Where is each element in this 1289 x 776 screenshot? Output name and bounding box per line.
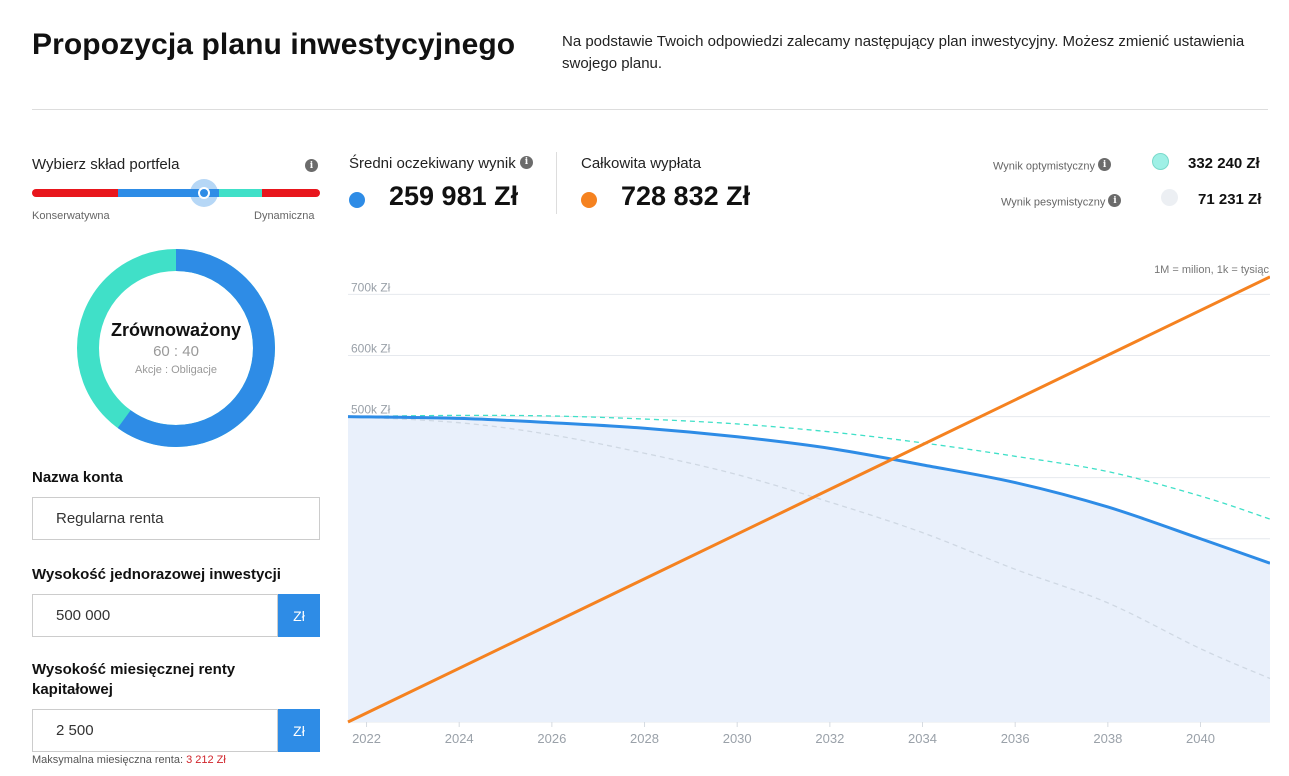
page-title: Propozycja planu inwestycyjnego bbox=[32, 28, 516, 61]
optimistic-dot bbox=[1152, 153, 1169, 170]
max-monthly-value: 3 212 Zł bbox=[186, 754, 226, 766]
total-payout-dot bbox=[581, 192, 597, 208]
allocation-donut-chart bbox=[77, 249, 275, 447]
x-tick-label: 2022 bbox=[352, 731, 381, 746]
portfolio-ratio: 60 : 40 bbox=[153, 343, 199, 360]
pessimistic-label: Wynik pesymistyczny i bbox=[1001, 194, 1122, 209]
portfolio-slider-track[interactable] bbox=[32, 189, 320, 197]
optimistic-value: 332 240 Zł bbox=[1188, 155, 1260, 172]
average-result-dot bbox=[349, 192, 365, 208]
y-tick-label: 600k Zł bbox=[351, 342, 391, 356]
stats-divider bbox=[556, 152, 557, 214]
slider-max-label: Dynamiczna bbox=[254, 210, 315, 222]
monthly-annuity-input[interactable]: 2 500 bbox=[32, 709, 278, 752]
account-name-label: Nazwa konta bbox=[32, 469, 123, 486]
average-line bbox=[347, 415, 1270, 565]
info-icon[interactable]: i bbox=[1108, 194, 1122, 207]
x-tick-label: 2036 bbox=[1001, 731, 1030, 746]
slider-segment-growth bbox=[219, 189, 263, 197]
slider-min-label: Konserwatywna bbox=[32, 210, 110, 222]
projection-chart: 100k Zł200k Zł300k Zł400k Zł500k Zł600k … bbox=[347, 275, 1270, 746]
lump-sum-input[interactable]: 500 000 bbox=[32, 594, 278, 637]
x-tick-label: 2038 bbox=[1093, 731, 1122, 746]
portfolio-ratio-caption: Akcje : Obligacje bbox=[135, 364, 217, 376]
pessimistic-line bbox=[347, 415, 1270, 680]
y-tick-label: 700k Zł bbox=[351, 280, 391, 294]
lump-sum-label: Wysokość jednorazowej inwestycji bbox=[32, 566, 281, 583]
donut-center: Zrównoważony 60 : 40 Akcje : Obligacje bbox=[76, 248, 276, 448]
x-tick-label: 2030 bbox=[723, 731, 752, 746]
average-area bbox=[348, 416, 1270, 722]
monthly-currency-button[interactable]: Zł bbox=[278, 709, 320, 752]
max-monthly-label: Maksymalna miesięczna renta: bbox=[32, 754, 184, 766]
x-tick-label: 2032 bbox=[815, 731, 844, 746]
lump-sum-currency-button[interactable]: Zł bbox=[278, 594, 320, 637]
portfolio-name: Zrównoważony bbox=[111, 320, 241, 340]
x-tick-label: 2024 bbox=[445, 731, 474, 746]
total-payout-value: 728 832 Zł bbox=[621, 181, 751, 211]
total-payout-line bbox=[347, 275, 1270, 724]
donut-stocks-arc bbox=[77, 249, 275, 447]
x-tick-label: 2040 bbox=[1186, 731, 1215, 746]
chart-unit-note: 1M = milion, 1k = tysiąc bbox=[1154, 264, 1269, 276]
total-payout-label: Całkowita wypłata bbox=[581, 155, 702, 172]
header-divider bbox=[32, 109, 1268, 110]
page-description: Na podstawie Twoich odpowiedzi zalecamy … bbox=[562, 33, 1245, 72]
average-result-label: Średni oczekiwany wynik i bbox=[349, 155, 533, 172]
info-icon[interactable]: i bbox=[305, 159, 318, 172]
portfolio-label: Wybierz skład portfela bbox=[32, 156, 180, 173]
slider-segment-dynamic bbox=[262, 189, 320, 197]
x-tick-label: 2034 bbox=[908, 731, 937, 746]
pessimistic-value: 71 231 Zł bbox=[1198, 191, 1262, 208]
average-result-value: 259 981 Zł bbox=[389, 181, 519, 211]
slider-segment-conservative bbox=[32, 189, 119, 197]
portfolio-slider-handle[interactable] bbox=[198, 187, 210, 199]
account-name-input[interactable]: Regularna renta bbox=[32, 497, 320, 540]
x-tick-label: 2028 bbox=[630, 731, 659, 746]
monthly-annuity-label: Wysokość miesięcznej renty kapitałowej bbox=[32, 661, 236, 698]
x-tick-label: 2026 bbox=[537, 731, 566, 746]
info-icon[interactable]: i bbox=[1098, 158, 1112, 171]
pessimistic-dot bbox=[1161, 189, 1178, 206]
optimistic-label: Wynik optymistyczny i bbox=[993, 158, 1112, 173]
info-icon[interactable]: i bbox=[519, 155, 533, 169]
slider-segment-balanced bbox=[118, 189, 220, 197]
max-monthly-note: Maksymalna miesięczna renta: 3 212 Zł bbox=[32, 754, 226, 766]
y-tick-label: 500k Zł bbox=[351, 403, 391, 417]
